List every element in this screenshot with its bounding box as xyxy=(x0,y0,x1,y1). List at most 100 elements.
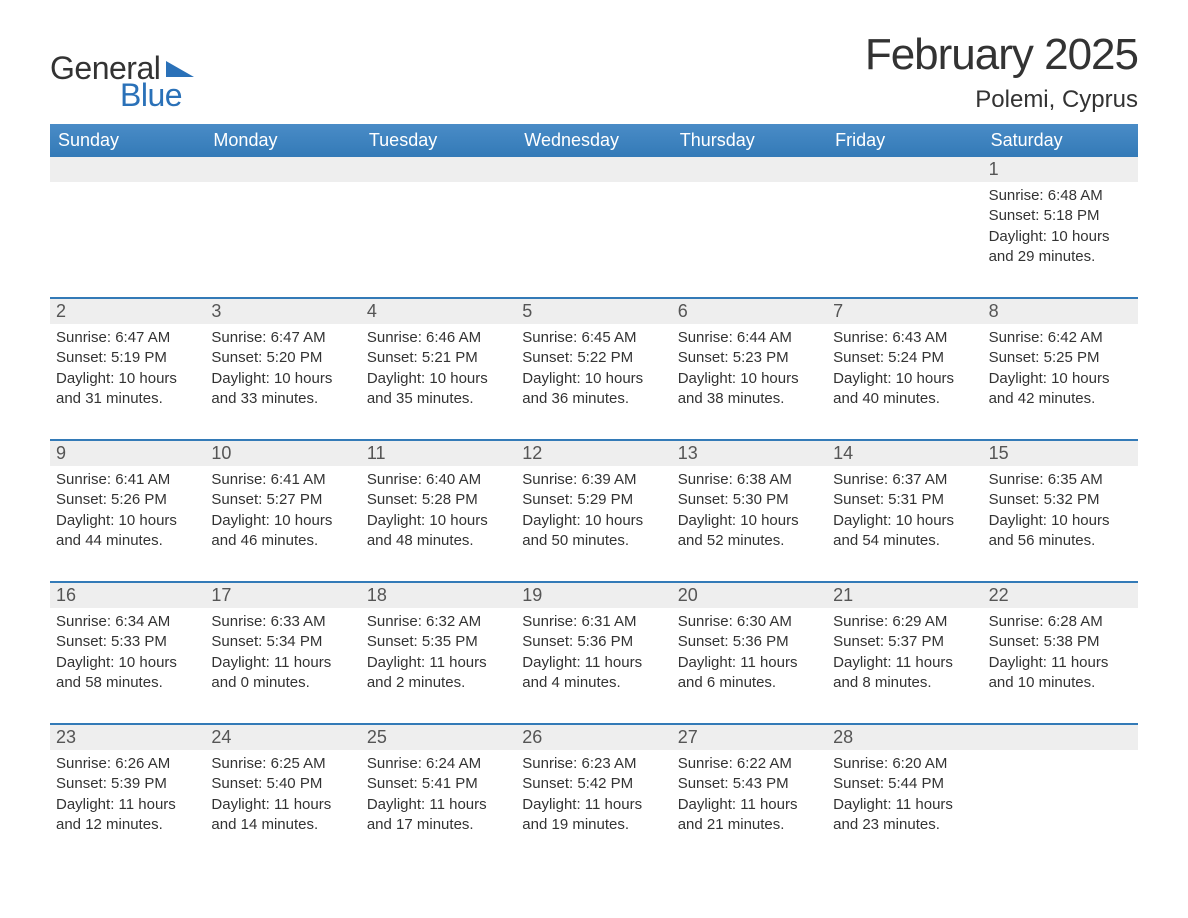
sunset-text: Sunset: 5:42 PM xyxy=(522,774,665,794)
sunrise-text: Sunrise: 6:22 AM xyxy=(678,754,821,774)
day-number xyxy=(361,157,516,182)
day-number: 9 xyxy=(50,441,205,466)
day-number: 6 xyxy=(672,299,827,324)
day-number: 19 xyxy=(516,583,671,608)
dl2-text: and 40 minutes. xyxy=(833,389,976,409)
sunset-text: Sunset: 5:37 PM xyxy=(833,632,976,652)
dl1-text: Daylight: 11 hours xyxy=(522,795,665,815)
sunrise-text: Sunrise: 6:37 AM xyxy=(833,470,976,490)
sunset-text: Sunset: 5:44 PM xyxy=(833,774,976,794)
sunset-text: Sunset: 5:30 PM xyxy=(678,490,821,510)
sunset-text: Sunset: 5:25 PM xyxy=(989,348,1132,368)
day-number-row: 1 xyxy=(50,157,1138,182)
sunrise-text: Sunrise: 6:46 AM xyxy=(367,328,510,348)
sunrise-text: Sunrise: 6:34 AM xyxy=(56,612,199,632)
sunset-text: Sunset: 5:32 PM xyxy=(989,490,1132,510)
weekday-header: Monday xyxy=(205,124,360,157)
dl1-text: Daylight: 10 hours xyxy=(56,369,199,389)
day-number: 18 xyxy=(361,583,516,608)
day-cell: Sunrise: 6:39 AMSunset: 5:29 PMDaylight:… xyxy=(516,466,671,561)
dl1-text: Daylight: 10 hours xyxy=(56,653,199,673)
day-number: 15 xyxy=(983,441,1138,466)
day-number xyxy=(205,157,360,182)
day-number xyxy=(50,157,205,182)
weeks-container: 1Sunrise: 6:48 AMSunset: 5:18 PMDaylight… xyxy=(50,157,1138,845)
day-cell: Sunrise: 6:37 AMSunset: 5:31 PMDaylight:… xyxy=(827,466,982,561)
dl1-text: Daylight: 10 hours xyxy=(522,369,665,389)
dl2-text: and 44 minutes. xyxy=(56,531,199,551)
day-number-row: 232425262728 xyxy=(50,725,1138,750)
sunrise-text: Sunrise: 6:26 AM xyxy=(56,754,199,774)
dl1-text: Daylight: 11 hours xyxy=(211,653,354,673)
dl2-text: and 46 minutes. xyxy=(211,531,354,551)
day-cell: Sunrise: 6:26 AMSunset: 5:39 PMDaylight:… xyxy=(50,750,205,845)
dl2-text: and 54 minutes. xyxy=(833,531,976,551)
dl1-text: Daylight: 10 hours xyxy=(678,511,821,531)
sunset-text: Sunset: 5:43 PM xyxy=(678,774,821,794)
dl1-text: Daylight: 10 hours xyxy=(211,511,354,531)
sunrise-text: Sunrise: 6:33 AM xyxy=(211,612,354,632)
day-number: 27 xyxy=(672,725,827,750)
sunrise-text: Sunrise: 6:23 AM xyxy=(522,754,665,774)
sunrise-text: Sunrise: 6:31 AM xyxy=(522,612,665,632)
sunset-text: Sunset: 5:36 PM xyxy=(522,632,665,652)
sunset-text: Sunset: 5:29 PM xyxy=(522,490,665,510)
dl2-text: and 0 minutes. xyxy=(211,673,354,693)
day-cell: Sunrise: 6:42 AMSunset: 5:25 PMDaylight:… xyxy=(983,324,1138,419)
day-number: 11 xyxy=(361,441,516,466)
day-number xyxy=(983,725,1138,750)
day-number: 2 xyxy=(50,299,205,324)
day-cell: Sunrise: 6:22 AMSunset: 5:43 PMDaylight:… xyxy=(672,750,827,845)
day-cell: Sunrise: 6:30 AMSunset: 5:36 PMDaylight:… xyxy=(672,608,827,703)
sunset-text: Sunset: 5:26 PM xyxy=(56,490,199,510)
day-number: 22 xyxy=(983,583,1138,608)
sunset-text: Sunset: 5:23 PM xyxy=(678,348,821,368)
brand-triangle-icon xyxy=(166,61,194,77)
brand-word2: Blue xyxy=(120,77,194,114)
sunset-text: Sunset: 5:20 PM xyxy=(211,348,354,368)
sunrise-text: Sunrise: 6:35 AM xyxy=(989,470,1132,490)
day-number: 12 xyxy=(516,441,671,466)
dl2-text: and 31 minutes. xyxy=(56,389,199,409)
day-number: 8 xyxy=(983,299,1138,324)
dl2-text: and 33 minutes. xyxy=(211,389,354,409)
dl1-text: Daylight: 11 hours xyxy=(367,795,510,815)
dl1-text: Daylight: 10 hours xyxy=(367,511,510,531)
day-number: 5 xyxy=(516,299,671,324)
sunrise-text: Sunrise: 6:45 AM xyxy=(522,328,665,348)
sunset-text: Sunset: 5:39 PM xyxy=(56,774,199,794)
dl2-text: and 58 minutes. xyxy=(56,673,199,693)
sunset-text: Sunset: 5:28 PM xyxy=(367,490,510,510)
day-cell: Sunrise: 6:47 AMSunset: 5:20 PMDaylight:… xyxy=(205,324,360,419)
day-cell: Sunrise: 6:25 AMSunset: 5:40 PMDaylight:… xyxy=(205,750,360,845)
sunrise-text: Sunrise: 6:38 AM xyxy=(678,470,821,490)
sunrise-text: Sunrise: 6:20 AM xyxy=(833,754,976,774)
day-cell xyxy=(983,750,1138,845)
dl1-text: Daylight: 10 hours xyxy=(56,511,199,531)
sunrise-text: Sunrise: 6:28 AM xyxy=(989,612,1132,632)
weekday-header: Wednesday xyxy=(516,124,671,157)
dl1-text: Daylight: 11 hours xyxy=(989,653,1132,673)
calendar-week: 232425262728Sunrise: 6:26 AMSunset: 5:39… xyxy=(50,723,1138,845)
day-number: 23 xyxy=(50,725,205,750)
sunset-text: Sunset: 5:22 PM xyxy=(522,348,665,368)
day-cell: Sunrise: 6:24 AMSunset: 5:41 PMDaylight:… xyxy=(361,750,516,845)
day-number: 4 xyxy=(361,299,516,324)
sunrise-text: Sunrise: 6:42 AM xyxy=(989,328,1132,348)
day-cell: Sunrise: 6:46 AMSunset: 5:21 PMDaylight:… xyxy=(361,324,516,419)
sunset-text: Sunset: 5:24 PM xyxy=(833,348,976,368)
sunrise-text: Sunrise: 6:25 AM xyxy=(211,754,354,774)
sunrise-text: Sunrise: 6:44 AM xyxy=(678,328,821,348)
weekday-header: Friday xyxy=(827,124,982,157)
day-cell: Sunrise: 6:35 AMSunset: 5:32 PMDaylight:… xyxy=(983,466,1138,561)
day-number: 7 xyxy=(827,299,982,324)
weekday-header-row: Sunday Monday Tuesday Wednesday Thursday… xyxy=(50,124,1138,157)
dl2-text: and 29 minutes. xyxy=(989,247,1132,267)
sunset-text: Sunset: 5:38 PM xyxy=(989,632,1132,652)
day-cell: Sunrise: 6:32 AMSunset: 5:35 PMDaylight:… xyxy=(361,608,516,703)
dl2-text: and 35 minutes. xyxy=(367,389,510,409)
dl1-text: Daylight: 11 hours xyxy=(367,653,510,673)
day-number: 17 xyxy=(205,583,360,608)
sunrise-text: Sunrise: 6:48 AM xyxy=(989,186,1132,206)
dl1-text: Daylight: 10 hours xyxy=(833,511,976,531)
